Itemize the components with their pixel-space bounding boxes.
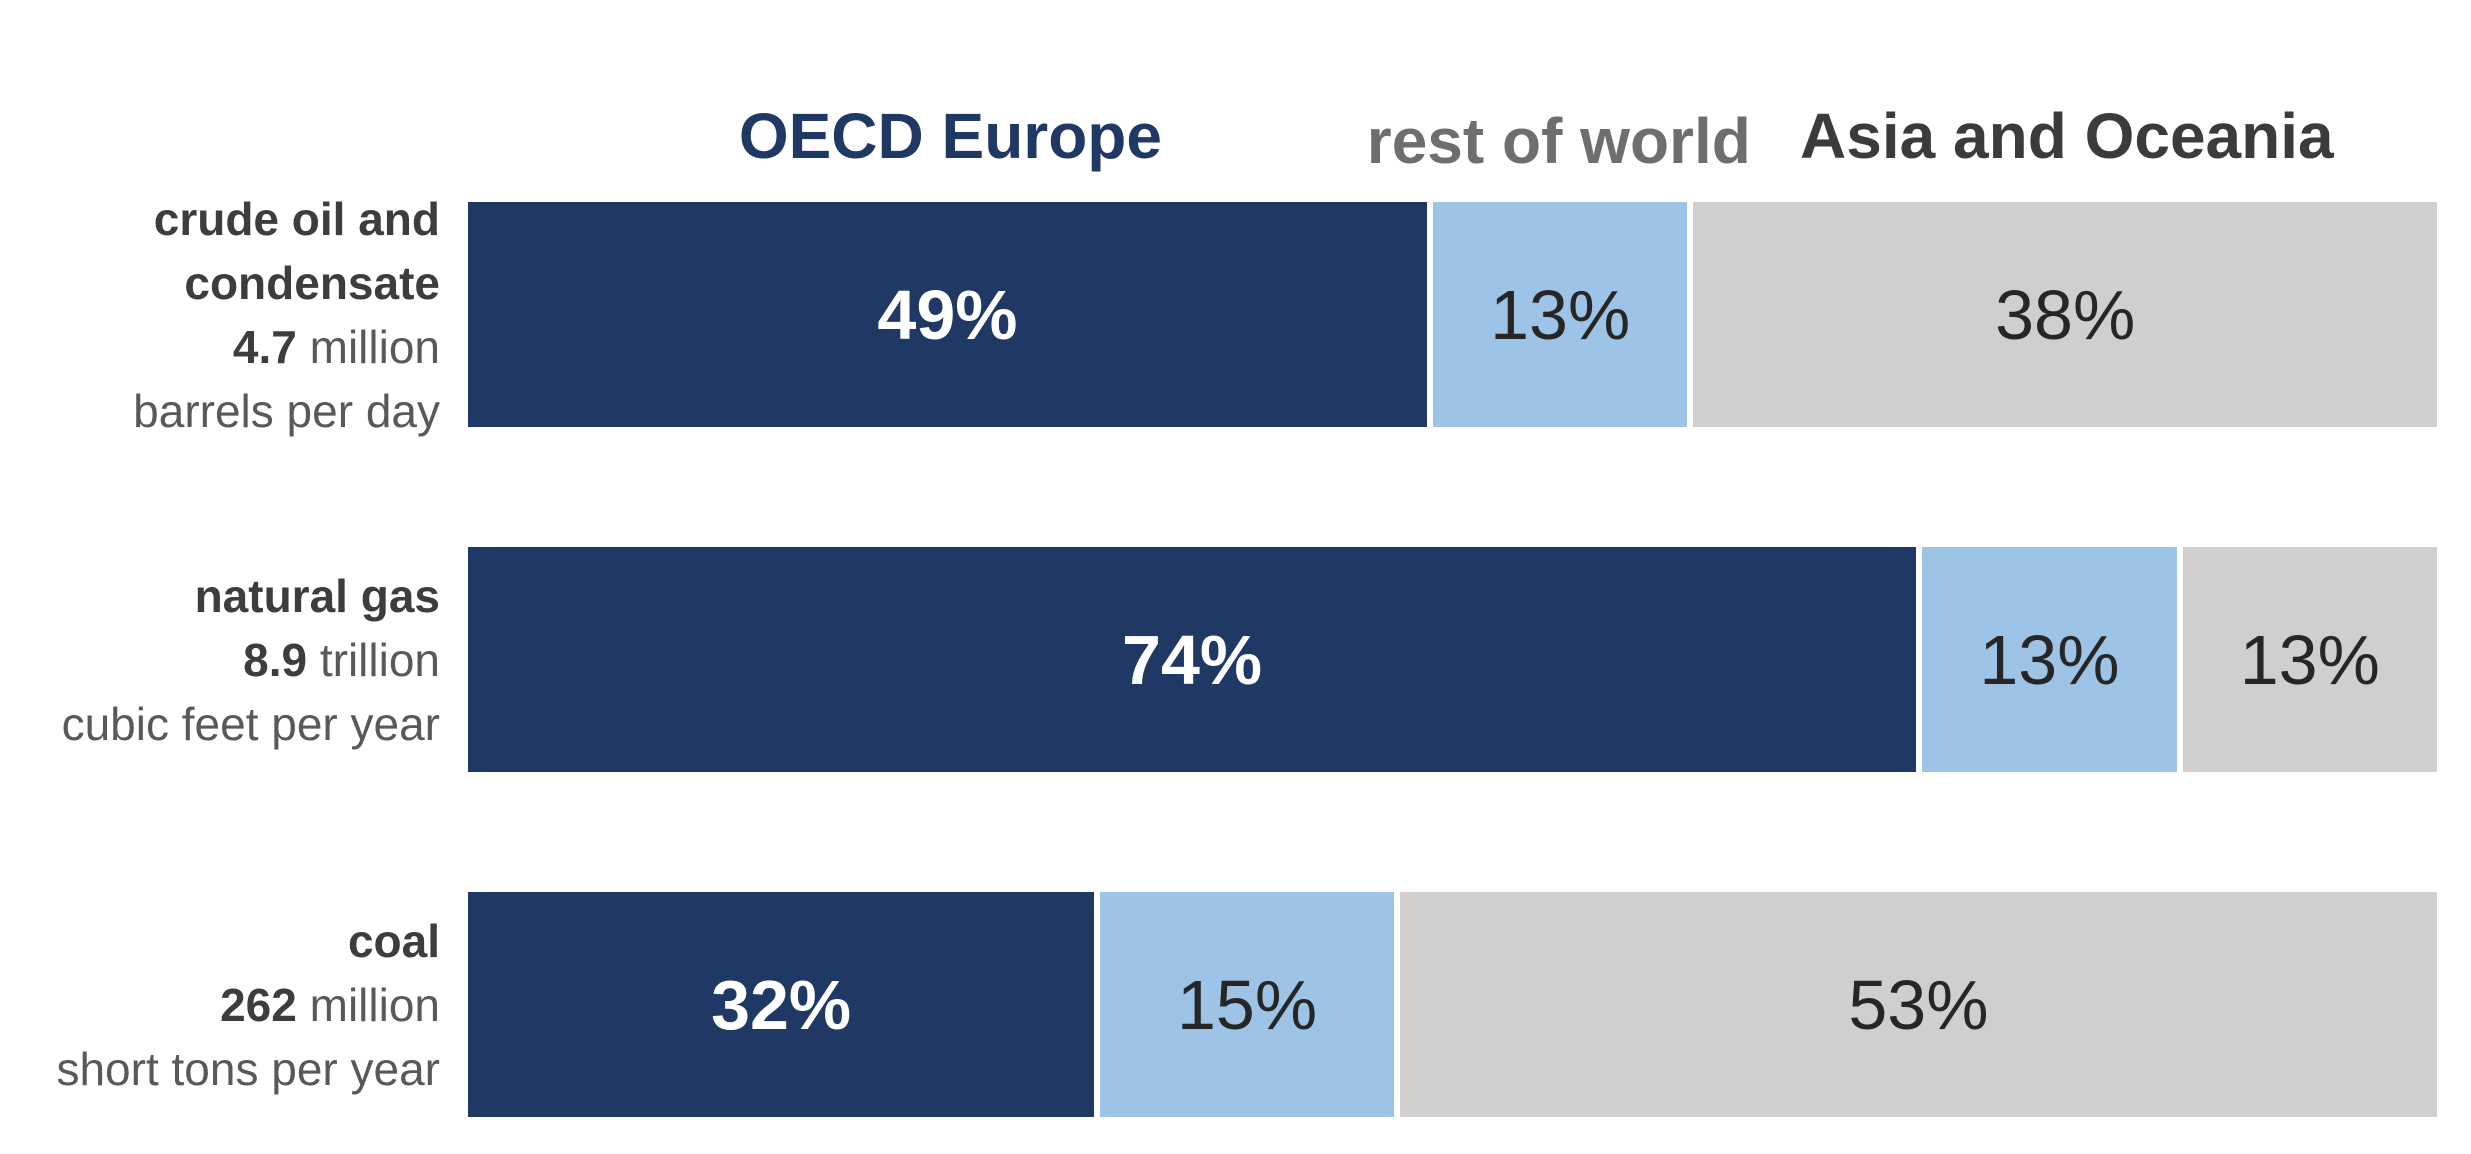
row-label-line: short tons per year — [56, 1042, 440, 1095]
segment-value-label: 13% — [1490, 275, 1631, 354]
row-label-line: coal — [347, 914, 440, 967]
bar-row-natural-gas: natural gas 8.9 trillion cubic feet per … — [0, 547, 2471, 772]
bar-row-coal: coal 262 million short tons per year 32%… — [0, 892, 2471, 1117]
segment-value-label: 49% — [877, 275, 1018, 354]
segment-asia-and-oceania: 38% — [1693, 202, 2437, 427]
header-label-spacer — [0, 0, 468, 202]
column-header-row: OECD Europe rest of world Asia and Ocean… — [0, 0, 2471, 202]
stacked-bar-crude-oil: 49% 13% 38% — [468, 202, 2437, 427]
segment-rest-of-world: 15% — [1100, 892, 1394, 1117]
segment-value-label: 74% — [1122, 620, 1263, 699]
row-label-line: 8.9 trillion — [243, 633, 440, 686]
stacked-bar-natural-gas: 74% 13% 13% — [468, 547, 2437, 772]
segment-value-label: 13% — [1979, 620, 2120, 699]
row-label-line: 4.7 million — [232, 320, 440, 373]
row-label-coal: coal 262 million short tons per year — [0, 892, 468, 1117]
column-header-rest-of-world: rest of world — [1366, 105, 1751, 177]
segment-asia-and-oceania: 53% — [1399, 892, 2437, 1117]
row-label-line: natural gas — [194, 569, 440, 622]
row-label-natural-gas: natural gas 8.9 trillion cubic feet per … — [0, 547, 468, 772]
segment-value-label: 38% — [1995, 275, 2136, 354]
row-label-line: cubic feet per year — [61, 697, 440, 750]
segment-oecd-europe: 49% — [468, 202, 1427, 427]
stacked-bar-coal: 32% 15% 53% — [468, 892, 2437, 1117]
segment-asia-and-oceania: 13% — [2182, 547, 2437, 772]
bar-row-crude-oil-and-condensate: crude oil and condensate 4.7 million bar… — [0, 193, 2471, 437]
column-header-oecd-europe: OECD Europe — [738, 100, 1162, 172]
row-label-line: 262 million — [220, 978, 440, 1031]
column-header-asia-and-oceania: Asia and Oceania — [1800, 100, 2334, 172]
segment-oecd-europe: 74% — [468, 547, 1917, 772]
segment-value-label: 53% — [1848, 965, 1989, 1044]
row-label-line: crude oil and — [153, 192, 440, 245]
segment-oecd-europe: 32% — [468, 892, 1095, 1117]
row-label-line: condensate — [184, 256, 440, 309]
segment-value-label: 32% — [711, 965, 852, 1044]
segment-rest-of-world: 13% — [1432, 202, 1688, 427]
segment-value-label: 15% — [1176, 965, 1318, 1044]
segment-rest-of-world: 13% — [1922, 547, 2177, 772]
segment-value-label: 13% — [2239, 620, 2380, 699]
row-label-crude-oil: crude oil and condensate 4.7 million bar… — [0, 193, 468, 437]
row-label-line: barrels per day — [133, 384, 440, 437]
header-area: OECD Europe rest of world Asia and Ocean… — [468, 0, 2437, 202]
